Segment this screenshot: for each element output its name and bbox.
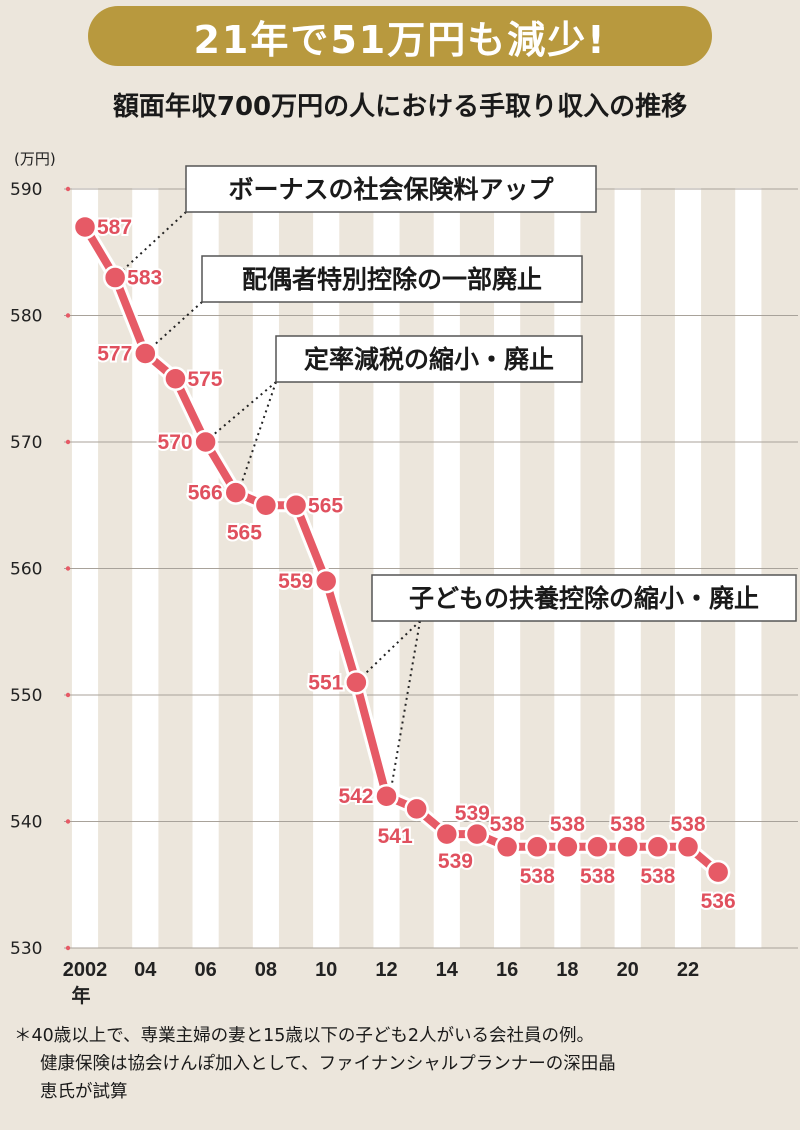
annotation-box: [371, 574, 797, 622]
y-tick-mark: [65, 313, 71, 318]
y-tick-label: 580: [10, 307, 42, 327]
data-label: 570: [158, 431, 193, 454]
x-tick-label: 16: [496, 959, 518, 981]
x-tick-label: 22: [677, 959, 699, 981]
data-label: 538: [640, 865, 675, 888]
data-label: 575: [187, 368, 222, 391]
data-label: 538: [610, 813, 645, 836]
data-label: 565: [227, 521, 262, 544]
data-label: 538: [550, 813, 585, 836]
annotation-box: [185, 165, 597, 213]
annotation-leader: [359, 620, 421, 680]
data-point: [193, 429, 218, 455]
headline-banner: 21年で51万円も減少!: [88, 6, 712, 66]
annotation-leader: [389, 620, 421, 793]
y-tick-mark: [65, 439, 71, 445]
y-tick-mark: [65, 186, 71, 192]
series-line: [81, 222, 723, 877]
x-tick-label: 06: [194, 959, 216, 981]
y-tick-label: 530: [10, 939, 42, 959]
data-point: [313, 568, 339, 594]
data-label: 539: [438, 850, 473, 873]
y-tick-mark: [65, 945, 71, 951]
chart-subtitle: 額面年収700万円の人における手取り収入の推移: [112, 92, 688, 122]
footnote-line-3: 恵氏が試算: [40, 1082, 128, 1102]
y-tick-label: 590: [10, 180, 42, 200]
footnote: ＊40歳以上で、専業主婦の妻と15歳以下の子ども2人がいる会社員の例。 健康保険…: [14, 1022, 794, 1106]
line-chart: 530 540 550 560 570 580 590 2002 04 06 08 10 12 14 16 1…: [10, 165, 798, 1007]
footnote-line-2: 健康保険は協会けんぽ加入として、ファイナンシャルプランナーの深田晶: [40, 1054, 616, 1074]
headline-text: 21年で51万円も減少!: [193, 17, 607, 62]
data-point: [404, 796, 429, 822]
data-point: [163, 366, 188, 391]
y-axis-unit: (万円): [14, 150, 56, 168]
data-label: 538: [670, 813, 705, 836]
y-tick-label: 560: [10, 560, 42, 580]
y-tick-label: 570: [10, 433, 42, 453]
data-point: [464, 821, 490, 847]
y-tick-label: 540: [10, 813, 42, 833]
data-point: [615, 834, 640, 860]
data-point: [283, 493, 309, 518]
data-label: 538: [490, 813, 525, 836]
data-label: 551: [308, 671, 343, 694]
annotation-text: 配偶者特別控除の一部廃止: [242, 265, 542, 294]
data-point: [344, 670, 369, 695]
annotation-leader: [208, 381, 277, 439]
data-point: [705, 859, 731, 885]
x-axis-unit: 年: [71, 984, 90, 1007]
data-label: 542: [338, 785, 373, 808]
x-tick-label: 12: [375, 959, 397, 981]
annotation-text: 子どもの扶養控除の縮小・廃止: [409, 584, 759, 613]
annotation-box: [201, 255, 583, 303]
x-tick-label: 08: [255, 959, 277, 981]
annotation-box: [275, 335, 583, 383]
data-point: [675, 834, 701, 860]
footnote-line-1: ＊40歳以上で、専業主婦の妻と15歳以下の子ども2人がいる会社員の例。: [14, 1026, 594, 1046]
x-tick-label: 04: [134, 959, 157, 981]
data-label: 565: [308, 494, 343, 517]
data-label: 538: [580, 865, 615, 888]
data-point: [494, 834, 520, 860]
annotation-text: ボーナスの社会保険料アップ: [228, 175, 554, 204]
data-point: [102, 265, 128, 290]
x-tick-label: 20: [617, 959, 639, 981]
annotation-leader: [238, 381, 277, 489]
data-point: [133, 341, 158, 366]
data-label: 577: [97, 342, 132, 365]
y-tick-mark: [65, 819, 71, 824]
data-label: 559: [278, 570, 313, 593]
data-point: [374, 783, 399, 809]
data-point: [223, 480, 248, 505]
data-point: [525, 834, 550, 860]
annotation-text: 定率減税の縮小・廃止: [304, 345, 554, 374]
data-label: 538: [520, 865, 555, 888]
data-label: 536: [701, 890, 736, 913]
data-label: 587: [97, 216, 132, 239]
data-label: 541: [378, 825, 413, 848]
y-tick-label: 550: [10, 686, 42, 706]
x-tick-label: 2002: [63, 959, 108, 981]
data-label: 566: [188, 482, 223, 505]
x-tick-label: 10: [315, 959, 337, 981]
data-point: [434, 821, 460, 847]
x-tick-label: 14: [436, 959, 459, 981]
data-point: [72, 214, 98, 240]
x-tick-label: 18: [556, 959, 578, 981]
data-label: 583: [127, 267, 162, 290]
y-tick-mark: [65, 692, 71, 698]
y-tick-mark: [65, 566, 71, 571]
data-label: 539: [455, 802, 490, 825]
data-point: [555, 834, 580, 860]
data-point: [253, 493, 279, 518]
data-point: [645, 834, 671, 860]
data-point: [585, 834, 610, 860]
